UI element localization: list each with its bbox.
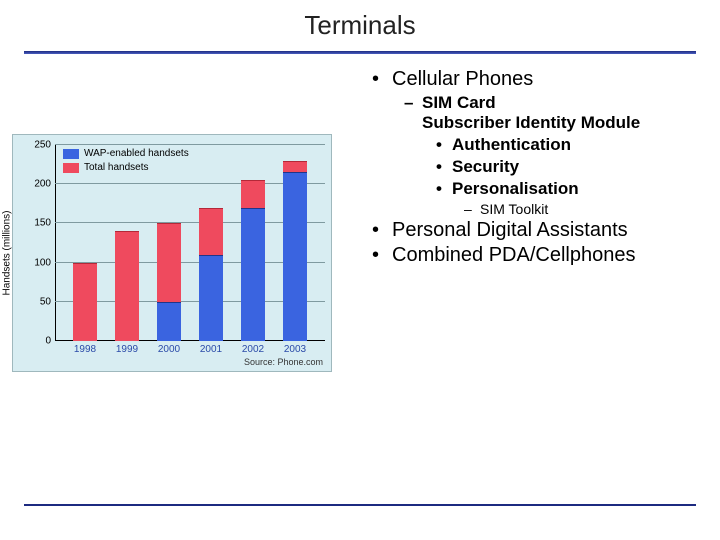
legend-label-total: Total handsets — [84, 161, 149, 175]
bar-total — [115, 231, 139, 341]
bullet-auth: Authentication — [422, 135, 708, 155]
title-rule — [24, 51, 696, 54]
bar-wap — [241, 208, 265, 341]
content-row: Handsets (millions) 0 50 100 150 200 250 1998 1… — [0, 60, 720, 372]
chart-source: Source: Phone.com — [244, 357, 323, 367]
bullet-cellular-label: Cellular Phones — [392, 68, 533, 90]
bullet-sim-line2: Subscriber Identity Module — [422, 113, 640, 132]
bar-total — [157, 223, 181, 301]
bullet-sim-toolkit: SIM Toolkit — [452, 201, 708, 217]
x-tick-label: 2001 — [200, 341, 222, 355]
x-tick-label: 2003 — [284, 341, 306, 355]
bar-total — [199, 208, 223, 255]
y-axis-label: Handsets (millions) — [2, 210, 13, 295]
grid-line — [55, 144, 325, 145]
footer-rule — [24, 504, 696, 506]
bar-wap — [157, 302, 181, 341]
y-tick-label: 250 — [34, 140, 55, 151]
y-axis-line — [55, 145, 56, 341]
handsets-chart: Handsets (millions) 05010015020025019981… — [12, 134, 332, 372]
bar-wap — [199, 255, 223, 341]
y-tick-label: 150 — [34, 218, 55, 229]
x-tick-label: 1998 — [74, 341, 96, 355]
legend-swatch-total — [63, 163, 79, 173]
x-tick-label: 2000 — [158, 341, 180, 355]
bullet-security: Security — [422, 157, 708, 177]
y-tick-label: 50 — [40, 296, 55, 307]
legend-swatch-wap — [63, 149, 79, 159]
y-tick-label: 100 — [34, 257, 55, 268]
bullet-personalisation: Personalisation SIM Toolkit — [422, 179, 708, 217]
y-tick-label: 0 — [45, 336, 55, 347]
slide-title: Terminals — [0, 0, 720, 41]
slide: Terminals Handsets (millions) 0 50 100 150 2… — [0, 0, 720, 540]
bar-total — [241, 180, 265, 207]
bullet-cellular: Cellular Phones SIM Card Subscriber Iden… — [358, 68, 708, 217]
bullets-column: Cellular Phones SIM Card Subscriber Iden… — [352, 68, 708, 372]
bullet-list: Cellular Phones SIM Card Subscriber Iden… — [358, 68, 708, 267]
x-tick-label: 2002 — [242, 341, 264, 355]
legend-label-wap: WAP-enabled handsets — [84, 147, 189, 161]
y-tick-label: 200 — [34, 179, 55, 190]
bullet-sim-label: SIM Card — [422, 93, 496, 112]
chart-column: Handsets (millions) 05010015020025019981… — [12, 68, 352, 372]
bar-wap — [283, 172, 307, 341]
bullet-personalisation-label: Personalisation — [452, 179, 579, 198]
chart-legend: WAP-enabled handsets Total handsets — [63, 147, 189, 175]
x-tick-label: 1999 — [116, 341, 138, 355]
bullet-combined: Combined PDA/Cellphones — [358, 244, 708, 267]
bullet-sim: SIM Card Subscriber Identity Module Auth… — [392, 93, 708, 217]
legend-item-total: Total handsets — [63, 161, 189, 175]
legend-item-wap: WAP-enabled handsets — [63, 147, 189, 161]
bar-total — [73, 263, 97, 341]
bullet-pda: Personal Digital Assistants — [358, 219, 708, 242]
bar-total — [283, 161, 307, 173]
